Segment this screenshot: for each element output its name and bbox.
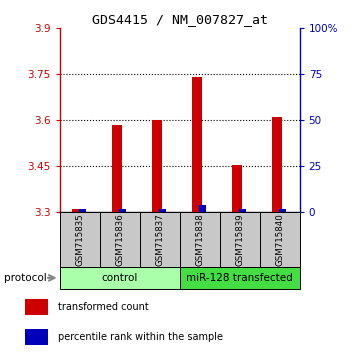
Bar — [25, 329, 48, 345]
Text: GSM715835: GSM715835 — [75, 213, 84, 266]
Bar — [152, 120, 162, 212]
Text: percentile rank within the sample: percentile rank within the sample — [58, 332, 223, 342]
Text: control: control — [101, 273, 138, 283]
Bar — [199, 205, 206, 212]
Bar — [232, 165, 242, 212]
Bar — [79, 209, 86, 212]
Bar — [219, 212, 260, 267]
Bar — [158, 209, 166, 212]
Bar — [112, 125, 122, 212]
Text: GSM715839: GSM715839 — [235, 213, 244, 266]
Bar — [72, 209, 82, 212]
Bar — [60, 212, 100, 267]
Text: miR-128 transfected: miR-128 transfected — [186, 273, 293, 283]
Title: GDS4415 / NM_007827_at: GDS4415 / NM_007827_at — [92, 13, 268, 26]
Bar — [239, 209, 245, 212]
Bar — [25, 299, 48, 315]
Bar — [192, 78, 202, 212]
Text: GSM715840: GSM715840 — [275, 213, 284, 266]
Bar — [100, 212, 140, 267]
Bar — [140, 212, 180, 267]
Bar — [60, 267, 180, 289]
Text: GSM715836: GSM715836 — [115, 213, 124, 266]
Text: protocol: protocol — [4, 273, 46, 283]
Text: GSM715837: GSM715837 — [155, 213, 164, 266]
Text: GSM715838: GSM715838 — [195, 213, 204, 266]
Bar — [180, 212, 219, 267]
Bar — [260, 212, 300, 267]
Bar — [279, 209, 286, 212]
Bar — [272, 117, 282, 212]
Bar — [118, 209, 126, 212]
Text: transformed count: transformed count — [58, 302, 149, 313]
Bar — [180, 267, 300, 289]
